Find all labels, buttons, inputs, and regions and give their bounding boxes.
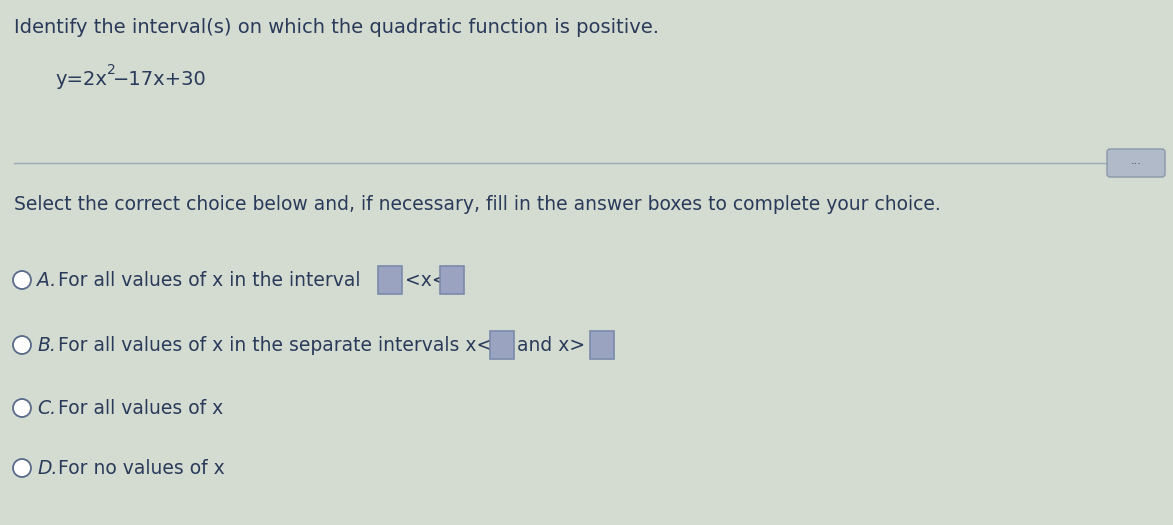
Circle shape bbox=[13, 399, 30, 417]
FancyBboxPatch shape bbox=[590, 331, 613, 359]
Text: <x<: <x< bbox=[405, 271, 448, 290]
Text: B.: B. bbox=[38, 336, 56, 355]
Text: D.: D. bbox=[38, 459, 57, 478]
Text: −17x+30: −17x+30 bbox=[113, 70, 206, 89]
Text: For all values of x in the separate intervals x<: For all values of x in the separate inte… bbox=[57, 336, 493, 355]
Text: For all values of x: For all values of x bbox=[57, 399, 223, 418]
Text: Identify the interval(s) on which the quadratic function is positive.: Identify the interval(s) on which the qu… bbox=[14, 18, 659, 37]
Text: y=2x: y=2x bbox=[55, 70, 107, 89]
Text: and x>: and x> bbox=[517, 336, 585, 355]
Text: ···: ··· bbox=[1131, 159, 1141, 169]
Text: For all values of x in the interval: For all values of x in the interval bbox=[57, 271, 360, 290]
Text: A.: A. bbox=[38, 271, 56, 290]
Text: Select the correct choice below and, if necessary, fill in the answer boxes to c: Select the correct choice below and, if … bbox=[14, 195, 941, 214]
FancyBboxPatch shape bbox=[440, 266, 465, 294]
Text: C.: C. bbox=[38, 399, 56, 418]
Circle shape bbox=[13, 336, 30, 354]
FancyBboxPatch shape bbox=[1107, 149, 1165, 177]
Text: 2: 2 bbox=[107, 63, 116, 77]
FancyBboxPatch shape bbox=[490, 331, 514, 359]
Text: For no values of x: For no values of x bbox=[57, 459, 225, 478]
Circle shape bbox=[13, 459, 30, 477]
Circle shape bbox=[13, 271, 30, 289]
FancyBboxPatch shape bbox=[378, 266, 402, 294]
